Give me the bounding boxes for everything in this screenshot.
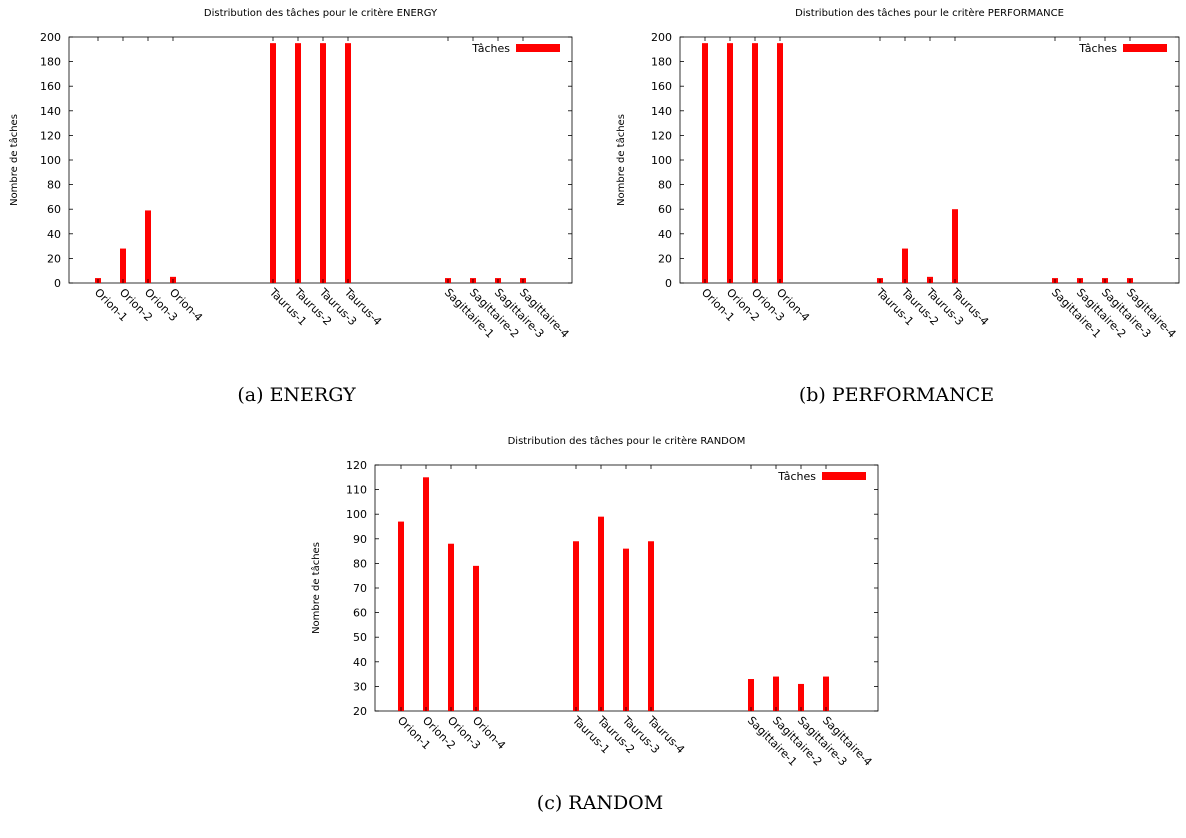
- chart-panel-random: Distribution des tâches pour le critère …: [300, 428, 900, 838]
- y-tick-label: 80: [353, 557, 367, 570]
- y-tick-label: 110: [346, 484, 367, 497]
- y-tick-label: 100: [40, 154, 61, 167]
- bar-orion-2: [727, 43, 733, 284]
- bar-orion-4: [777, 43, 783, 284]
- y-tick-label: 40: [353, 656, 367, 669]
- bar-taurus-1: [270, 43, 276, 284]
- y-axis-label: Nombre de tâches: [310, 542, 322, 634]
- bar-taurus-4: [648, 541, 654, 711]
- caption-energy: (a) ENERGY: [237, 384, 356, 406]
- y-tick-label: 50: [353, 631, 367, 644]
- y-tick-label: 160: [651, 80, 672, 93]
- bar-chart-random: Distribution des tâches pour le critère …: [310, 435, 879, 769]
- legend-swatch: [1123, 44, 1167, 52]
- chart-title: Distribution des tâches pour le critère …: [508, 435, 746, 447]
- bar-chart-performance: Distribution des tâches pour le critère …: [615, 7, 1180, 341]
- y-axis-label: Nombre de tâches: [615, 114, 627, 206]
- bar-orion-3: [145, 210, 151, 283]
- bar-taurus-3: [320, 43, 326, 284]
- legend-swatch: [822, 472, 866, 480]
- y-tick-label: 140: [40, 105, 61, 118]
- y-tick-label: 20: [353, 705, 367, 718]
- y-tick-label: 120: [40, 129, 61, 142]
- y-tick-label: 60: [353, 607, 367, 620]
- bar-orion-1: [398, 521, 404, 711]
- caption-random: (c) RANDOM: [536, 792, 664, 814]
- y-tick-label: 180: [40, 56, 61, 69]
- legend-label: Tâches: [471, 42, 510, 55]
- y-tick-label: 100: [346, 508, 367, 521]
- y-tick-label: 180: [651, 56, 672, 69]
- y-tick-label: 160: [40, 80, 61, 93]
- bar-orion-2: [120, 248, 126, 283]
- y-tick-label: 60: [47, 203, 61, 216]
- bar-taurus-2: [295, 43, 301, 284]
- bar-orion-3: [448, 543, 454, 711]
- y-tick-label: 40: [658, 228, 672, 241]
- bar-taurus-4: [345, 43, 351, 284]
- y-tick-label: 60: [658, 203, 672, 216]
- y-tick-label: 120: [651, 129, 672, 142]
- bar-orion-3: [752, 43, 758, 284]
- y-tick-label: 200: [40, 31, 61, 44]
- caption-performance: (b) PERFORMANCE: [798, 384, 995, 406]
- legend-label: Tâches: [777, 470, 816, 483]
- y-tick-label: 0: [665, 277, 672, 290]
- legend-label: Tâches: [1078, 42, 1117, 55]
- bar-orion-1: [702, 43, 708, 284]
- bar-taurus-1: [573, 541, 579, 711]
- y-tick-label: 80: [47, 179, 61, 192]
- legend-swatch: [516, 44, 560, 52]
- bar-taurus-3: [623, 548, 629, 711]
- chart-panel-performance: Distribution des tâches pour le critère …: [607, 0, 1186, 410]
- bar-taurus-2: [902, 248, 908, 283]
- bar-sagittaire-3: [798, 683, 804, 711]
- bar-chart-energy: Distribution des tâches pour le critère …: [8, 7, 573, 341]
- y-tick-label: 140: [651, 105, 672, 118]
- y-tick-label: 90: [353, 533, 367, 546]
- chart-title: Distribution des tâches pour le critère …: [795, 7, 1064, 19]
- y-tick-label: 20: [47, 252, 61, 265]
- y-tick-label: 100: [651, 154, 672, 167]
- bar-sagittaire-2: [773, 676, 779, 711]
- chart-title: Distribution des tâches pour le critère …: [204, 7, 438, 19]
- chart-panel-energy: Distribution des tâches pour le critère …: [0, 0, 593, 410]
- bar-taurus-4: [952, 209, 958, 283]
- y-tick-label: 80: [658, 179, 672, 192]
- y-tick-label: 30: [353, 680, 367, 693]
- bar-orion-4: [473, 565, 479, 711]
- y-tick-label: 200: [651, 31, 672, 44]
- bar-orion-2: [423, 477, 429, 711]
- y-tick-label: 20: [658, 252, 672, 265]
- y-tick-label: 40: [47, 228, 61, 241]
- y-tick-label: 70: [353, 582, 367, 595]
- bar-taurus-2: [598, 516, 604, 711]
- bar-sagittaire-4: [823, 676, 829, 711]
- y-axis-label: Nombre de tâches: [8, 114, 20, 206]
- y-tick-label: 0: [54, 277, 61, 290]
- y-tick-label: 120: [346, 459, 367, 472]
- bar-sagittaire-1: [748, 679, 754, 711]
